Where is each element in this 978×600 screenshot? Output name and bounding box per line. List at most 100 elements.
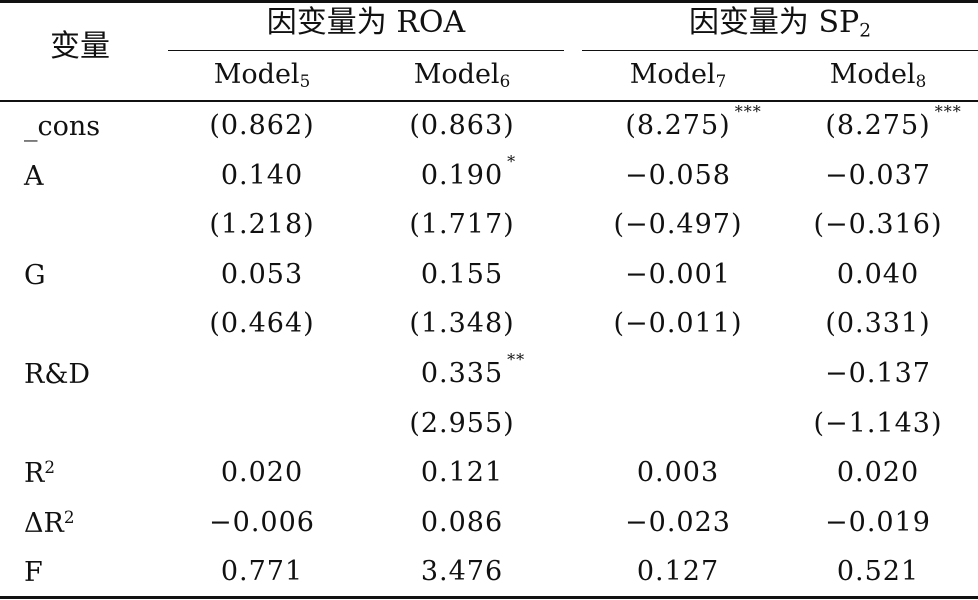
cell-value: 0.190	[420, 160, 504, 191]
table-cell: −0.006	[162, 509, 362, 536]
model-name: Model	[213, 59, 300, 90]
table-cell: (−0.011)	[578, 310, 778, 337]
cell-value: 0.020	[220, 457, 304, 488]
cell-value-wrap: 0.771	[221, 556, 303, 587]
table-cell: (0.863)	[362, 112, 562, 139]
table-cell: −0.023	[578, 509, 778, 536]
cell-value: 0.053	[220, 259, 304, 290]
cell-value: 0.155	[420, 259, 504, 290]
cell-value-wrap: (0.863)	[409, 110, 514, 141]
sp-group-rule	[582, 50, 978, 51]
table-cell: 0.190 *	[362, 154, 562, 191]
cell-value-wrap: 0.190 *	[420, 154, 515, 191]
row-label: R&D	[24, 360, 90, 388]
table-cell: (1.717)	[362, 211, 562, 238]
significance-stars: *	[507, 152, 517, 171]
cell-value: 0.086	[420, 507, 504, 538]
model-subscript: 8	[915, 71, 927, 92]
cell-value-wrap: (8.275) ***	[625, 104, 760, 141]
cell-value: (1.348)	[409, 308, 515, 339]
group-label: 因变量为 ROA	[266, 5, 466, 40]
row-label-text: R	[24, 458, 45, 490]
cell-value-wrap: 0.155	[421, 259, 503, 290]
table-cell: (1.348)	[362, 310, 562, 337]
table-cell: (1.218)	[162, 211, 362, 238]
model-subscript: 6	[499, 71, 511, 92]
cell-value: −0.019	[825, 507, 931, 538]
top-rule	[0, 0, 978, 3]
model-name: Model	[413, 59, 500, 90]
table-cell: 0.040	[778, 261, 978, 288]
group-label: 因变量为 SP	[688, 5, 860, 40]
cell-value-wrap: 0.020	[221, 457, 303, 488]
table-cell: (8.275) ***	[578, 104, 778, 141]
table-cell: 0.053	[162, 261, 362, 288]
cell-value-wrap: (−0.497)	[614, 209, 743, 240]
cell-value: −0.001	[625, 259, 731, 290]
row-label-text: A	[24, 161, 44, 193]
group-header-roa: 因变量为 ROA	[168, 8, 564, 41]
cell-value: (−0.011)	[613, 308, 743, 339]
cell-value-wrap: −0.001	[625, 259, 731, 290]
table-cell: (2.955)	[362, 410, 562, 437]
table-cell: −0.058	[578, 162, 778, 189]
table-cell: 0.020	[162, 459, 362, 486]
cell-value-wrap: −0.137	[825, 358, 931, 389]
cell-value-wrap: (0.464)	[209, 308, 314, 339]
table-cell: 0.020	[778, 459, 978, 486]
cell-value-wrap: (0.331)	[825, 308, 930, 339]
cell-value: (0.862)	[209, 110, 315, 141]
cell-value-wrap: 0.521	[837, 556, 919, 587]
header-rule	[0, 100, 978, 102]
cell-value: −0.137	[825, 358, 931, 389]
row-label-text: ΔR	[24, 508, 64, 540]
cell-value-wrap: 0.086	[421, 507, 503, 538]
cell-value-wrap: (1.218)	[209, 209, 314, 240]
row-label: A	[24, 162, 44, 190]
row-label-text: F	[24, 557, 43, 589]
cell-value: 0.040	[836, 259, 920, 290]
table-cell: 0.121	[362, 459, 562, 486]
cell-value-wrap: −0.037	[825, 160, 931, 191]
row-label-text: R&D	[24, 359, 91, 391]
group-header-sp: 因变量为 SP2	[582, 8, 978, 41]
table-cell: (0.331)	[778, 310, 978, 337]
row-label: R2	[24, 458, 55, 490]
cell-value: 0.127	[636, 556, 720, 587]
cell-value-wrap: 0.003	[637, 457, 719, 488]
cell-value-wrap: 0.040	[837, 259, 919, 290]
table-cell: 3.476	[362, 558, 562, 585]
significance-stars: ***	[734, 102, 762, 121]
cell-value-wrap: 0.121	[421, 457, 503, 488]
model-header-5: Model5	[162, 61, 362, 90]
table-cell: −0.037	[778, 162, 978, 189]
model-subscript: 7	[715, 71, 727, 92]
cell-value-wrap: (−1.143)	[814, 408, 943, 439]
row-label: F	[24, 558, 43, 586]
cell-value: 0.003	[636, 457, 720, 488]
significance-stars: ***	[934, 102, 962, 121]
cell-value-wrap: −0.058	[625, 160, 731, 191]
table-cell: (0.464)	[162, 310, 362, 337]
cell-value-wrap: −0.019	[825, 507, 931, 538]
cell-value: −0.023	[625, 507, 731, 538]
cell-value-wrap: 0.053	[221, 259, 303, 290]
cell-value: (8.275)	[825, 110, 931, 141]
cell-value: 0.771	[220, 556, 304, 587]
cell-value: (−0.497)	[613, 209, 743, 240]
table-cell: 0.127	[578, 558, 778, 585]
table-cell: 0.521	[778, 558, 978, 585]
cell-value-wrap: (1.717)	[409, 209, 514, 240]
significance-stars: **	[507, 350, 526, 369]
cell-value: (2.955)	[409, 408, 515, 439]
row-label-superscript: 2	[63, 507, 75, 527]
model-header-8: Model8	[778, 61, 978, 90]
row-label-text: G	[24, 260, 46, 292]
cell-value-wrap: (8.275) ***	[825, 104, 960, 141]
cell-value: 0.121	[420, 457, 504, 488]
table-cell: (8.275) ***	[778, 104, 978, 141]
model-name: Model	[829, 59, 916, 90]
row-label: _cons	[24, 112, 100, 140]
cell-value-wrap: (2.955)	[409, 408, 514, 439]
cell-value-wrap: (0.862)	[209, 110, 314, 141]
